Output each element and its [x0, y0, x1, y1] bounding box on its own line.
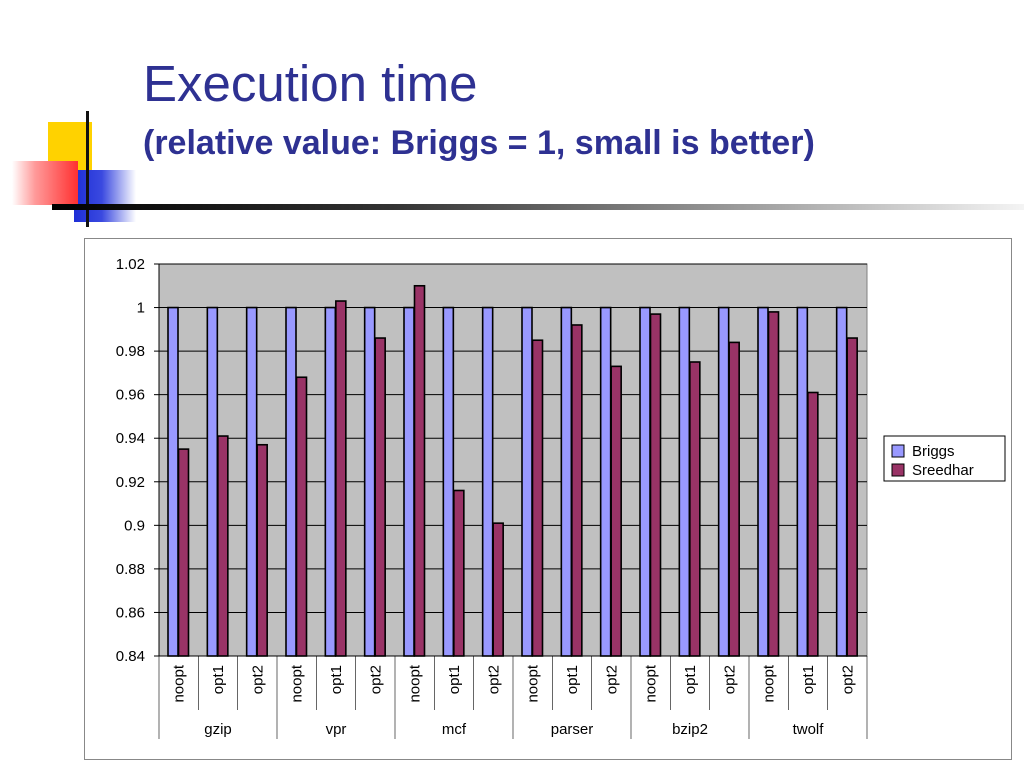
slide-title: Execution time: [143, 55, 478, 112]
x-tick-label: noopt: [643, 664, 660, 702]
bar-briggs: [560, 306, 573, 657]
bar-sreedhar: [531, 339, 544, 657]
x-tick-label: opt1: [446, 665, 463, 694]
x-tick-label: opt2: [839, 665, 856, 694]
bar-sreedhar: [492, 522, 504, 657]
bar-briggs: [757, 306, 769, 657]
decoration-horizontal-line: [52, 204, 1024, 210]
bar-sreedhar: [177, 448, 190, 657]
bar-sreedhar: [335, 300, 347, 657]
bar-briggs: [639, 306, 651, 657]
bar-sreedhar: [610, 365, 622, 657]
x-group-label: gzip: [204, 721, 232, 738]
x-tick-label: opt2: [485, 665, 502, 694]
bar-sreedhar: [728, 341, 740, 657]
y-tick-label: 0.98: [116, 343, 145, 360]
bar-sreedhar: [571, 324, 583, 657]
x-tick-label: opt2: [249, 665, 266, 694]
bar-briggs: [245, 306, 258, 657]
legend-label-briggs: Briggs: [912, 443, 955, 460]
bar-briggs: [363, 306, 376, 657]
x-tick-label: noopt: [289, 664, 306, 702]
bar-sreedhar: [374, 337, 386, 657]
x-tick-label: opt2: [603, 665, 620, 694]
y-tick-label: 1.02: [116, 256, 145, 273]
x-tick-label: opt1: [564, 665, 581, 694]
x-tick-label: opt1: [800, 665, 817, 694]
y-tick-label: 1: [137, 300, 145, 317]
decoration-blue-square: [74, 170, 136, 222]
bar-briggs: [717, 306, 730, 657]
bar-briggs: [442, 306, 455, 657]
x-group-label: mcf: [442, 721, 467, 738]
y-tick-label: 0.92: [116, 474, 145, 491]
bar-briggs: [521, 306, 533, 657]
bar-sreedhar: [295, 376, 308, 657]
bar-briggs: [796, 306, 809, 657]
bar-sreedhar: [689, 361, 701, 657]
bar-briggs: [403, 306, 415, 657]
bar-briggs: [481, 306, 494, 657]
legend-swatch-sreedhar: [891, 463, 905, 477]
x-tick-label: noopt: [761, 664, 778, 702]
bar-briggs: [678, 306, 691, 657]
y-tick-label: 0.94: [116, 430, 145, 447]
bar-sreedhar: [807, 391, 819, 657]
slide-subtitle: (relative value: Briggs = 1, small is be…: [143, 124, 815, 162]
x-tick-label: opt1: [682, 665, 699, 694]
x-tick-label: opt2: [721, 665, 738, 694]
legend-label-sreedhar: Sreedhar: [912, 462, 974, 479]
x-group-label: bzip2: [672, 721, 708, 738]
bar-briggs: [206, 306, 219, 657]
x-group-label: parser: [551, 721, 594, 738]
chart-frame: 1.02 1 0.98 0.96 0.94 0.92 0.9 0.88 0.86 0.84 noop…: [84, 238, 1012, 760]
y-tick-label: 0.9: [124, 517, 145, 534]
decoration-red-square: [12, 161, 78, 205]
x-tick-label: opt1: [328, 665, 345, 694]
bar-briggs: [324, 306, 337, 657]
y-tick-label: 0.86: [116, 604, 145, 621]
bar-briggs: [285, 306, 297, 657]
x-tick-label: opt2: [367, 665, 384, 694]
decoration-vertical-line: [86, 111, 89, 227]
bar-sreedhar: [256, 443, 268, 657]
bar-sreedhar: [767, 311, 780, 657]
y-tick-label: 0.88: [116, 561, 145, 578]
x-group-label: vpr: [326, 721, 347, 738]
y-tick-label: 0.84: [116, 648, 145, 665]
legend-swatch-briggs: [891, 444, 905, 458]
x-tick-label: opt1: [210, 665, 227, 694]
bar-briggs: [167, 306, 179, 657]
bar-briggs: [599, 306, 612, 657]
bar-sreedhar: [217, 435, 229, 657]
bar-sreedhar: [453, 489, 465, 657]
x-tick-label: noopt: [525, 664, 542, 702]
plot-area: [158, 263, 868, 657]
bar-briggs: [835, 306, 848, 657]
bar-sreedhar: [649, 313, 662, 657]
x-tick-label: noopt: [407, 664, 424, 702]
x-group-label: twolf: [793, 721, 825, 738]
execution-time-bar-chart: 1.02 1 0.98 0.96 0.94 0.92 0.9 0.88 0.86 0.84 noop…: [116, 256, 1006, 739]
y-tick-label: 0.96: [116, 387, 145, 404]
x-tick-label: noopt: [171, 664, 188, 702]
bar-sreedhar: [413, 284, 426, 657]
bar-sreedhar: [846, 337, 858, 657]
